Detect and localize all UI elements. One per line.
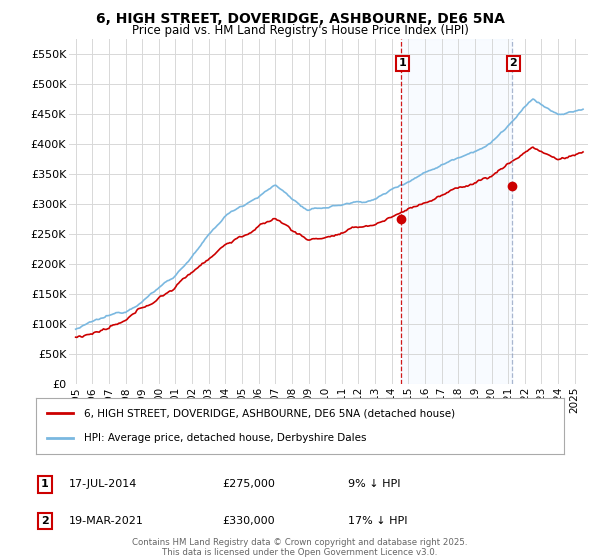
Bar — [401, 39, 512, 384]
Text: 19-MAR-2021: 19-MAR-2021 — [69, 516, 144, 526]
Text: 2: 2 — [41, 516, 49, 526]
Text: 6, HIGH STREET, DOVERIDGE, ASHBOURNE, DE6 5NA: 6, HIGH STREET, DOVERIDGE, ASHBOURNE, DE… — [95, 12, 505, 26]
Text: 2: 2 — [509, 58, 517, 68]
Text: 6, HIGH STREET, DOVERIDGE, ASHBOURNE, DE6 5NA (detached house): 6, HIGH STREET, DOVERIDGE, ASHBOURNE, DE… — [83, 408, 455, 418]
Text: Contains HM Land Registry data © Crown copyright and database right 2025.
This d: Contains HM Land Registry data © Crown c… — [132, 538, 468, 557]
Text: £330,000: £330,000 — [222, 516, 275, 526]
Text: £275,000: £275,000 — [222, 479, 275, 489]
Text: 1: 1 — [41, 479, 49, 489]
Text: 1: 1 — [398, 58, 406, 68]
Text: 17-JUL-2014: 17-JUL-2014 — [69, 479, 137, 489]
Text: 9% ↓ HPI: 9% ↓ HPI — [348, 479, 401, 489]
Text: Price paid vs. HM Land Registry's House Price Index (HPI): Price paid vs. HM Land Registry's House … — [131, 24, 469, 37]
Text: HPI: Average price, detached house, Derbyshire Dales: HPI: Average price, detached house, Derb… — [83, 433, 366, 443]
Text: 17% ↓ HPI: 17% ↓ HPI — [348, 516, 407, 526]
